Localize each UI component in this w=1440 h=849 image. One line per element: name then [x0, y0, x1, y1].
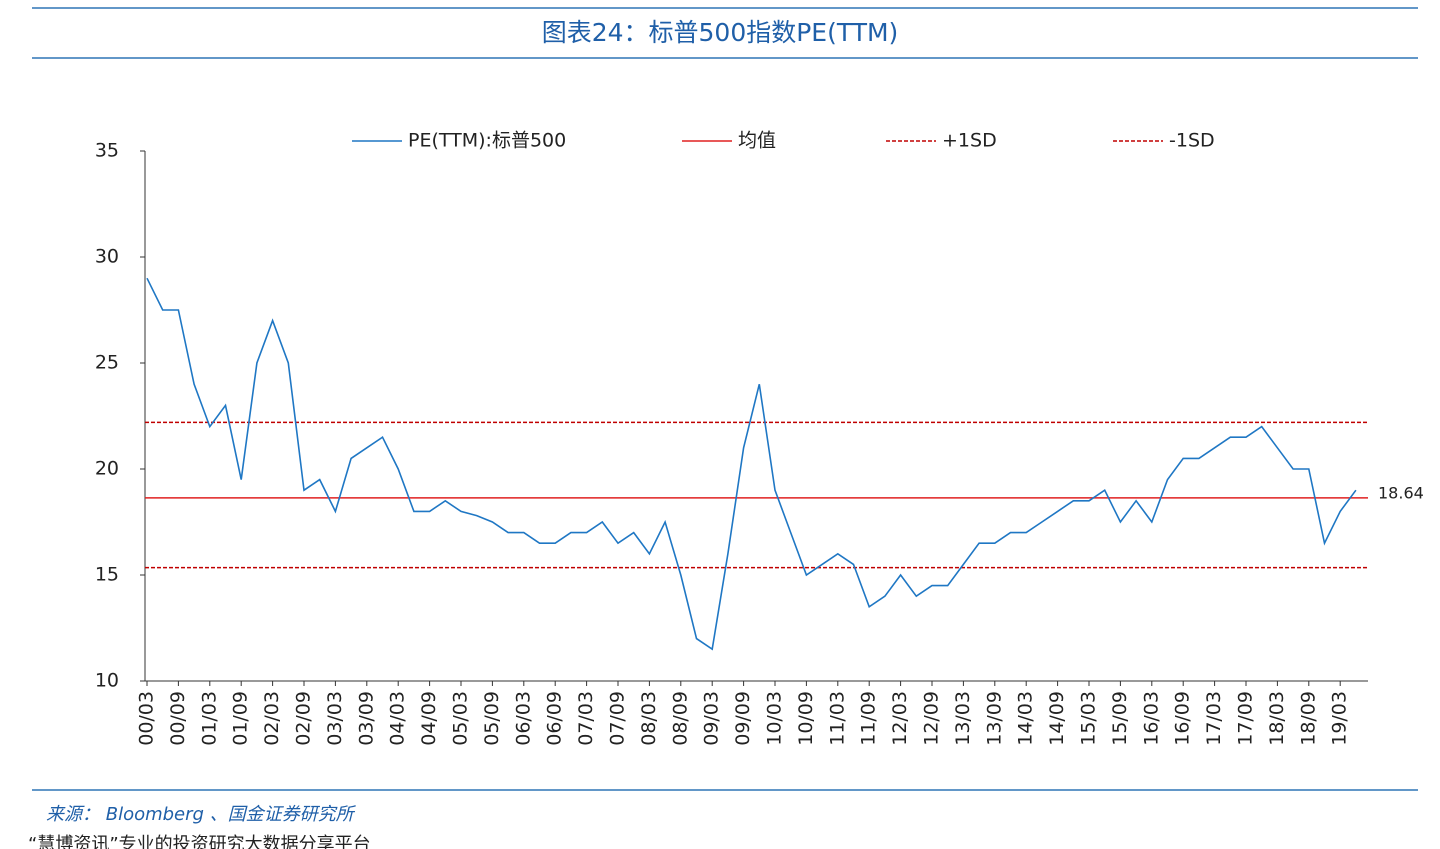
y-tick-label: 35 — [95, 140, 119, 162]
legend-label: -1SD — [1169, 130, 1215, 152]
x-tick-label: 12/09 — [921, 691, 943, 746]
x-tick-label: 13/09 — [983, 691, 1005, 746]
x-tick-label: 17/09 — [1235, 691, 1257, 746]
x-tick-label: 18/09 — [1297, 691, 1319, 746]
legend-label: 均值 — [738, 130, 776, 152]
x-tick-label: 01/03 — [198, 691, 220, 746]
y-tick-label: 30 — [95, 246, 119, 268]
x-tick-label: 06/03 — [512, 691, 534, 746]
x-tick-label: 02/03 — [261, 691, 283, 746]
x-tick-label: 03/09 — [355, 691, 377, 746]
x-tick-label: 11/03 — [826, 691, 848, 746]
x-tick-label: 16/03 — [1140, 691, 1162, 746]
x-tick-label: 19/03 — [1329, 691, 1351, 746]
x-tick-label: 10/03 — [764, 691, 786, 746]
x-tick-label: 05/03 — [450, 691, 472, 746]
x-tick-label: 00/09 — [167, 691, 189, 746]
x-tick-label: 15/09 — [1109, 691, 1131, 746]
y-tick-label: 25 — [95, 352, 119, 374]
y-tick-label: 20 — [95, 458, 119, 480]
x-tick-label: 00/03 — [136, 691, 158, 746]
x-tick-label: 11/09 — [858, 691, 880, 746]
x-tick-label: 09/03 — [701, 691, 723, 746]
x-tick-label: 04/03 — [387, 691, 409, 746]
chart-title: 图表24：标普500指数PE(TTM) — [542, 18, 899, 47]
mean-label: 18.64 — [1378, 483, 1424, 502]
x-tick-label: 16/09 — [1172, 691, 1194, 746]
x-tick-label: 10/09 — [795, 691, 817, 746]
x-tick-label: 05/09 — [481, 691, 503, 746]
footer: “慧博资讯”专业的投资研究大数据分享平台 — [28, 834, 371, 849]
legend-label: +1SD — [942, 130, 997, 152]
x-tick-label: 13/03 — [952, 691, 974, 746]
y-tick-label: 10 — [95, 670, 119, 692]
x-tick-label: 03/03 — [324, 691, 346, 746]
legend-label: PE(TTM):标普500 — [408, 130, 566, 152]
x-tick-label: 04/09 — [418, 691, 440, 746]
x-tick-label: 08/09 — [669, 691, 691, 746]
x-tick-label: 14/03 — [1015, 691, 1037, 746]
x-tick-label: 01/09 — [230, 691, 252, 746]
x-tick-label: 06/09 — [544, 691, 566, 746]
series-line — [146, 277, 1357, 651]
x-tick-label: 17/03 — [1203, 691, 1225, 746]
x-tick-label: 18/03 — [1266, 691, 1288, 746]
x-tick-label: 15/03 — [1078, 691, 1100, 746]
x-tick-label: 12/03 — [889, 691, 911, 746]
y-tick-label: 15 — [95, 564, 119, 586]
x-tick-label: 07/03 — [575, 691, 597, 746]
x-tick-label: 08/03 — [638, 691, 660, 746]
x-tick-label: 02/09 — [293, 691, 315, 746]
x-tick-label: 07/09 — [607, 691, 629, 746]
x-tick-label: 14/09 — [1046, 691, 1068, 746]
x-tick-label: 09/09 — [732, 691, 754, 746]
source: 来源： Bloomberg 、国金证券研究所 — [46, 804, 357, 825]
